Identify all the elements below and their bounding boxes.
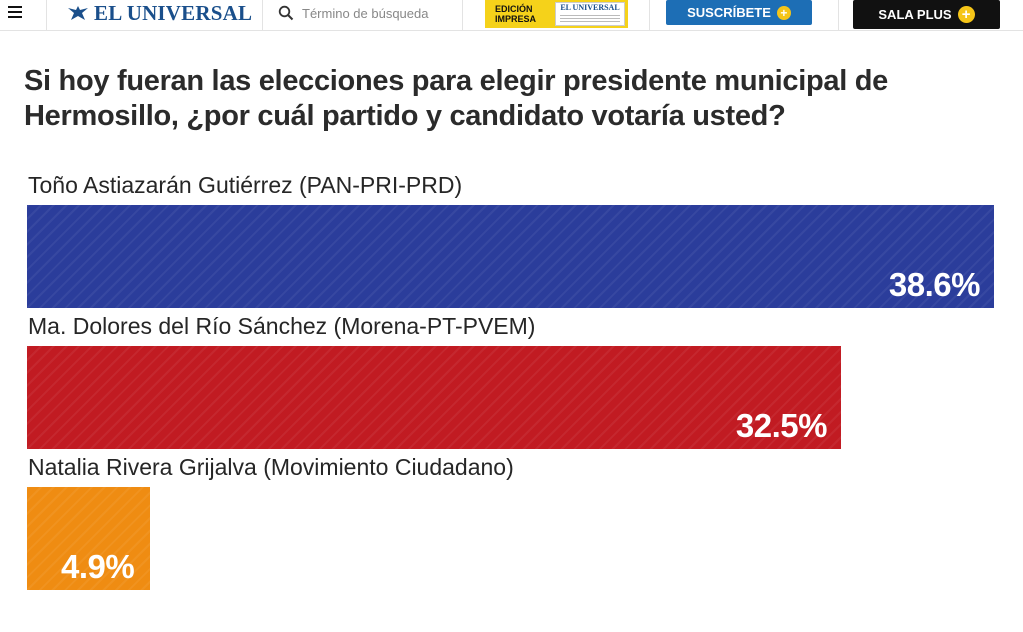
search-input[interactable] [302,3,452,23]
bar: 4.9% [27,487,150,590]
edicion-label: EDICIÓN IMPRESA [485,4,551,24]
bar-value-label: 38.6% [888,266,981,303]
subscribe-button[interactable]: SUSCRÍBETE + [666,0,812,25]
chart-title: Si hoy fueran las elecciones para elegir… [24,65,889,132]
sala-plus-label: SALA PLUS [878,7,952,22]
plus-icon: + [957,6,975,23]
bar-label: Natalia Rivera Grijalva (Movimiento Ciud… [28,454,514,480]
top-header: EL UNIVERSAL EDICIÓN IMPRESA EL UNIVERSA… [0,0,1023,31]
divider [46,0,47,31]
divider [838,0,839,31]
newspaper-thumbnail-title: EL UNIVERSAL [560,3,620,12]
hamburger-menu-icon[interactable] [8,6,22,20]
bar-label: Ma. Dolores del Río Sánchez (Morena-PT-P… [28,313,536,339]
edicion-label-line1: EDICIÓN [495,4,533,14]
newspaper-thumbnail-lines [560,15,620,24]
logo-text: EL UNIVERSAL [94,0,253,25]
edicion-impresa-button[interactable]: EDICIÓN IMPRESA EL UNIVERSAL [485,0,628,28]
subscribe-label: SUSCRÍBETE [687,5,771,20]
bar-value-label: 32.5% [735,407,828,444]
sala-plus-button[interactable]: SALA PLUS + [853,0,1000,29]
divider [649,0,650,31]
site-logo[interactable]: EL UNIVERSAL [66,0,253,25]
edicion-label-line2: IMPRESA [495,14,537,24]
divider [262,0,263,31]
bar: 32.5% [27,346,841,449]
bar: 38.6% [27,205,994,308]
bar-value-label: 4.9% [61,548,135,585]
newspaper-thumbnail: EL UNIVERSAL [555,2,625,26]
divider [462,0,463,31]
eagle-logo-icon [68,6,88,20]
plus-icon: + [776,5,791,20]
bar-label: Toño Astiazarán Gutiérrez (PAN-PRI-PRD) [28,172,463,198]
search-icon[interactable] [278,5,294,21]
